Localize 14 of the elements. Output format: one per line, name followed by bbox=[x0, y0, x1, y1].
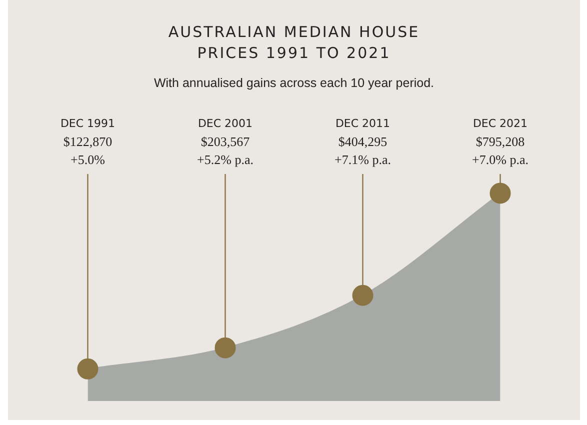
data-label: $795,208 bbox=[476, 134, 525, 149]
data-label: $203,567 bbox=[200, 134, 250, 149]
text: +7.0% p.a. bbox=[472, 152, 528, 167]
data-label: $122,870 bbox=[63, 134, 112, 149]
x-tick-label: DEC 2011 bbox=[335, 117, 390, 130]
chart-subtitle: With annualised gains across each 10 year period. bbox=[152, 76, 436, 90]
text: +7.1% p.a. bbox=[334, 152, 391, 167]
chart-title: AUSTRALIAN MEDIAN HOUSE PRICES 1991 TO 2021 bbox=[167, 22, 421, 64]
text: +5.2% p.a. bbox=[197, 152, 254, 167]
x-tick-label: DEC 2001 bbox=[198, 117, 253, 130]
text: +5.0% bbox=[70, 152, 106, 167]
data-label: $404,295 bbox=[338, 134, 388, 149]
x-tick-label: DEC 1991 bbox=[60, 117, 116, 130]
x-tick-label: DEC 2021 bbox=[472, 117, 528, 130]
